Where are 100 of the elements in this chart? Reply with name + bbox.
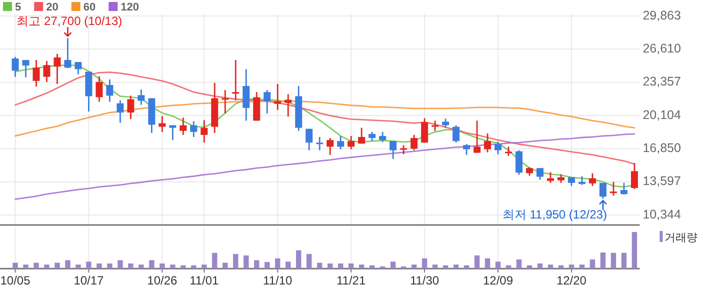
candlestick: [242, 68, 250, 122]
bar: [107, 263, 112, 269]
candlestick: [306, 128, 313, 151]
y-tick-label: 29,863: [642, 8, 681, 22]
bar: [474, 255, 480, 269]
bar: [160, 263, 165, 269]
annotation: 최저 11,950 (12/23): [502, 208, 607, 222]
candlestick: [12, 56, 19, 78]
candlestick: [158, 115, 166, 133]
candlestick: [546, 171, 554, 184]
candlestick: [222, 89, 229, 114]
candlestick: [274, 83, 282, 111]
candlestick: [264, 89, 271, 114]
legend-label: 20: [46, 2, 58, 14]
bar: [65, 260, 70, 269]
candlestick: [516, 150, 523, 176]
candlestick: [74, 61, 82, 75]
y-tick-label: 23,357: [642, 74, 681, 89]
bar: [358, 264, 364, 269]
y-tick-label: 10,344: [642, 207, 681, 222]
bar: [96, 263, 102, 269]
candlestick: [494, 140, 502, 156]
bar: [453, 264, 459, 269]
candlestick: [348, 135, 355, 150]
candlestick: [463, 143, 470, 156]
candlestick: [368, 131, 376, 142]
candlestick: [106, 78, 114, 102]
x-tick-label: 10/17: [74, 274, 104, 288]
annotation: 최고 27,700 (10/13): [16, 14, 122, 28]
bar: [348, 263, 354, 269]
candlestick: [630, 162, 638, 190]
candlestick: [400, 144, 408, 156]
candlestick: [43, 60, 50, 83]
bar: [306, 254, 312, 269]
candlestick: [232, 59, 240, 101]
bar: [212, 252, 218, 269]
x-tick-label: 11/10: [263, 274, 293, 288]
bar: [495, 262, 501, 269]
candlestick: [484, 132, 492, 153]
bar: [621, 252, 627, 269]
candlestick: [610, 181, 617, 196]
bar: [180, 265, 186, 269]
candlestick: [379, 131, 386, 143]
candlestick: [505, 146, 512, 157]
line-series: [14, 72, 636, 165]
bar: [327, 263, 333, 269]
candlestick: [337, 135, 344, 150]
legend-label: 120: [120, 2, 139, 14]
legend-label: 거래량: [664, 232, 698, 244]
bar: [233, 254, 238, 269]
bar: [275, 258, 280, 269]
candlestick: [180, 116, 187, 136]
bar: [23, 264, 28, 269]
bar: [34, 262, 39, 269]
bar: [537, 263, 543, 269]
candlestick: [200, 119, 208, 144]
bar: [44, 264, 50, 269]
candlestick: [588, 172, 596, 187]
bar: [286, 262, 291, 269]
candlestick: [620, 182, 628, 196]
x-tick-label: 11/21: [336, 274, 366, 288]
candlestick: [138, 88, 145, 106]
bar: [590, 259, 596, 269]
candlestick: [390, 140, 397, 160]
bar: [610, 252, 616, 269]
candlestick: [190, 120, 198, 138]
bar: [568, 264, 574, 269]
candlestick: [442, 118, 450, 129]
candlestick: [284, 93, 292, 118]
candlestick: [127, 94, 134, 120]
x-tick-label: 10/26: [147, 274, 178, 288]
x-tick-label: 12/20: [556, 274, 587, 288]
bar: [254, 260, 260, 269]
candlestick: [432, 120, 439, 132]
y-tick-label: 16,850: [642, 141, 681, 156]
candlestick: [358, 127, 366, 144]
bar: [54, 262, 60, 269]
legend-label: 5: [15, 2, 22, 14]
candlestick: [96, 76, 103, 102]
candlestick: [326, 137, 334, 156]
candlestick: [32, 59, 40, 88]
bar: [138, 264, 144, 269]
bar: [76, 264, 81, 269]
x-tick-label: 11/30: [410, 274, 440, 288]
bar: [244, 255, 249, 269]
bar: [202, 264, 207, 269]
legend-label: 60: [83, 2, 96, 14]
candlestick: [64, 37, 72, 69]
bar: [86, 262, 92, 269]
x-tick-label: 10/05: [0, 274, 31, 288]
bar: [118, 260, 123, 269]
bar: [170, 264, 176, 269]
y-tick-label: 13,597: [642, 174, 681, 188]
candlestick: [452, 124, 460, 144]
bar: [484, 258, 490, 269]
bar: [149, 260, 154, 269]
bar: [432, 264, 438, 269]
bar: [632, 232, 638, 269]
candlestick: [421, 117, 428, 144]
candlestick: [410, 134, 418, 151]
